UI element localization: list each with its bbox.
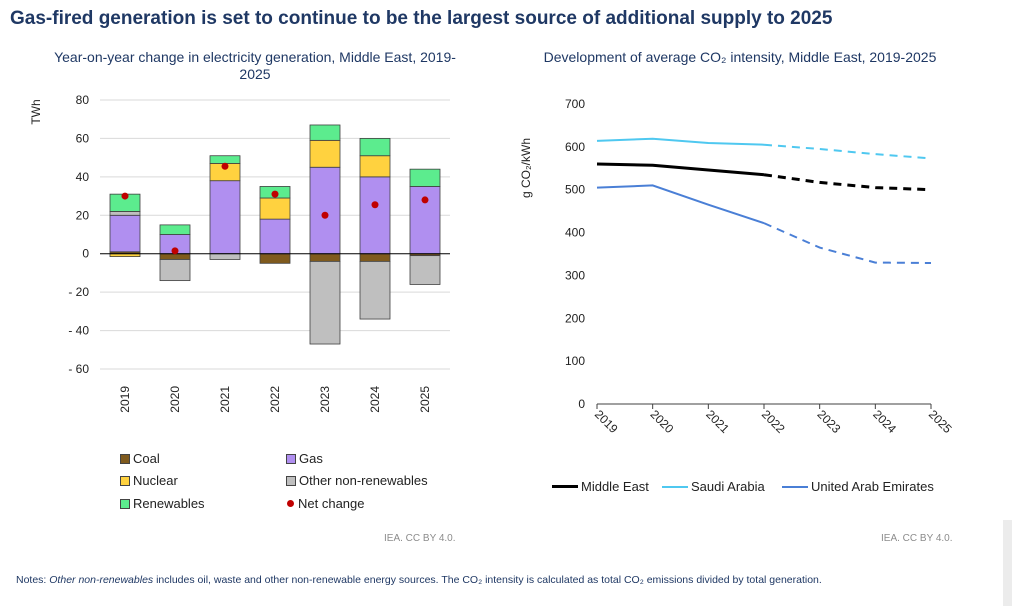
notes-prefix: Notes:	[16, 574, 50, 586]
legend-item-middle-east: Middle East	[552, 479, 649, 494]
middle-east-line-swatch	[552, 485, 578, 488]
bar-x-tick-label: 2022	[268, 386, 282, 413]
legend-item-saudi-arabia: Saudi Arabia	[662, 479, 765, 494]
legend-label-middle-east: Middle East	[581, 479, 649, 494]
bar-renewables-2025	[409, 168, 441, 187]
bar-y-tick-label: 0	[82, 247, 89, 261]
legend-label-renewables: Renewables	[133, 496, 205, 511]
line-x-tick-label: 2019	[592, 407, 621, 436]
line-x-tick-label: 2022	[759, 407, 788, 436]
bar-y-tick-label: - 40	[68, 324, 89, 338]
net-change-point-2025	[421, 196, 429, 204]
line-x-tick-label: 2021	[703, 407, 732, 436]
legend-label-net-change: Net change	[298, 496, 365, 511]
legend-item-nuclear: Nuclear	[120, 473, 178, 488]
legend-item-coal: Coal	[120, 451, 160, 466]
left-chart-title: Year-on-year change in electricity gener…	[54, 49, 456, 82]
notes-rest: includes oil, waste and other non-renewa…	[153, 574, 822, 586]
line-y-tick-label: 200	[565, 311, 585, 325]
credit-right: IEA. CC BY 4.0.	[881, 533, 953, 544]
line-saudi_arabia-historical	[596, 137, 765, 146]
net-change-marker	[287, 500, 294, 507]
net-change-point-2024	[371, 201, 379, 209]
nuclear-swatch	[120, 475, 130, 486]
line-uae-forecast	[763, 222, 932, 264]
credit-left: IEA. CC BY 4.0.	[384, 533, 456, 544]
line-saudi_arabia-forecast	[763, 143, 932, 160]
notes: Notes: Other non-renewables includes oil…	[16, 574, 822, 586]
right-chart-title: Development of average CO₂ intensity, Mi…	[543, 49, 937, 65]
line-x-tick-label: 2024	[870, 407, 899, 436]
line-middle_east-historical	[596, 162, 765, 177]
notes-italic: Other non-renewables	[49, 574, 154, 586]
bar-other_non_renewables-2023	[309, 260, 341, 345]
bar-y-axis-label: TWh	[29, 99, 43, 124]
line-y-tick-label: 300	[565, 268, 585, 282]
bar-other_non_renewables-2020	[159, 259, 191, 282]
gas-swatch	[286, 453, 296, 464]
legend-item-other: Other non-renewables	[286, 473, 428, 488]
legend-label-coal: Coal	[133, 451, 160, 466]
line-x-tick-label: 2025	[926, 407, 955, 436]
bar-x-tick-label: 2024	[368, 386, 382, 413]
bar-renewables-2024	[359, 138, 391, 157]
bar-x-tick-label: 2020	[168, 386, 182, 413]
bar-other_non_renewables-2025	[409, 255, 441, 285]
bar-renewables-2020	[159, 224, 191, 235]
legend-label-gas: Gas	[299, 451, 323, 466]
bar-nuclear-2023	[309, 139, 341, 168]
other-swatch	[286, 475, 296, 486]
coal-swatch	[120, 453, 130, 464]
line-y-tick-label: 400	[565, 226, 585, 240]
legend-label-saudi-arabia: Saudi Arabia	[691, 479, 765, 494]
bar-x-tick-label: 2023	[318, 386, 332, 413]
line-y-tick-label: 500	[565, 183, 585, 197]
bar-y-tick-label: 40	[76, 170, 90, 184]
bar-y-tick-label: 20	[76, 208, 90, 222]
legend-label-other: Other non-renewables	[299, 473, 428, 488]
line-uae-historical	[596, 184, 765, 225]
net-change-point-2020	[171, 247, 179, 255]
net-change-point-2021	[221, 162, 229, 170]
line-y-tick-label: 100	[565, 354, 585, 368]
bar-x-tick-label: 2019	[118, 386, 132, 413]
bar-gas-2023	[309, 166, 341, 255]
bar-y-tick-label: 60	[76, 131, 90, 145]
bar-x-tick-label: 2021	[218, 386, 232, 413]
line-y-axis-label: g CO₂/kWh	[519, 138, 533, 198]
legend-label-uae: United Arab Emirates	[811, 479, 934, 494]
legend-item-gas: Gas	[286, 451, 323, 466]
saudi-arabia-line-swatch	[662, 485, 688, 488]
bar-other_non_renewables-2024	[359, 260, 391, 320]
line-y-tick-label: 700	[565, 97, 585, 111]
line-y-tick-label: 600	[565, 140, 585, 154]
line-x-tick-label: 2023	[815, 407, 844, 436]
page-title: Gas-fired generation is set to continue …	[10, 8, 833, 29]
bar-renewables-2023	[309, 124, 341, 141]
legend-label-nuclear: Nuclear	[133, 473, 178, 488]
uae-line-swatch	[782, 485, 808, 488]
legend-item-renewables: Renewables	[120, 496, 205, 511]
renewables-swatch	[120, 498, 130, 509]
bar-y-tick-label: - 20	[68, 285, 89, 299]
legend-item-net-change: Net change	[286, 496, 365, 511]
scrollbar-track	[1003, 520, 1012, 606]
bar-y-tick-label: 80	[76, 93, 90, 107]
legend-item-uae: United Arab Emirates	[782, 479, 934, 494]
line-y-tick-label: 0	[578, 397, 585, 411]
net-change-point-2022	[271, 190, 279, 198]
bar-x-tick-label: 2025	[418, 386, 432, 413]
line-x-tick-label: 2020	[648, 407, 677, 436]
bar-gas-2019	[109, 214, 141, 253]
bar-y-tick-label: - 60	[68, 362, 89, 376]
net-change-point-2019	[121, 192, 129, 200]
line-middle_east-forecast	[763, 173, 932, 192]
net-change-point-2023	[321, 211, 329, 219]
